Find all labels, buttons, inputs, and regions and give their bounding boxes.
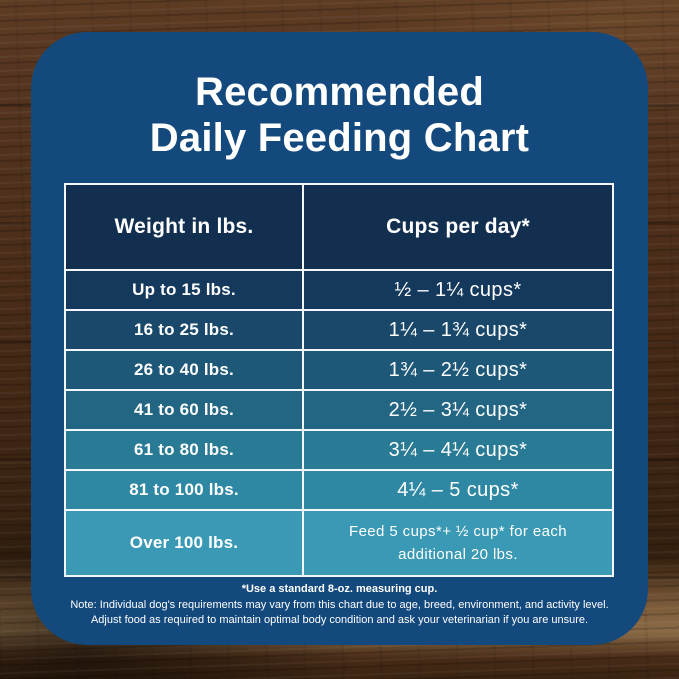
title-line-2: Daily Feeding Chart bbox=[149, 116, 530, 161]
footnote-measuring-cup: *Use a standard 8-oz. measuring cup. bbox=[241, 583, 438, 595]
table-row-4-cups: 2½ – 3¼ cups* bbox=[304, 391, 612, 429]
table-row-2-weight: 16 to 25 lbs. bbox=[66, 311, 302, 349]
table-row-6-weight: 81 to 100 lbs. bbox=[66, 471, 302, 509]
title-line-1: Recommended bbox=[195, 70, 484, 114]
table-row-7-weight: Over 100 lbs. bbox=[66, 511, 302, 575]
table-row-2-cups: 1¼ – 1¾ cups* bbox=[304, 311, 612, 349]
footnotes: *Use a standard 8-oz. measuring cup. Not… bbox=[31, 583, 648, 627]
feeding-table: Weight in lbs. Cups per day* Up to 15 lb… bbox=[64, 183, 614, 577]
table-row-5-weight: 61 to 80 lbs. bbox=[66, 431, 302, 469]
table-row-1-cups: ½ – 1¼ cups* bbox=[304, 271, 612, 309]
table-row-4-weight: 41 to 60 lbs. bbox=[66, 391, 302, 429]
footnote-adjust-line: Adjust food as required to maintain opti… bbox=[90, 613, 589, 626]
table-row-3-weight: 26 to 40 lbs. bbox=[66, 351, 302, 389]
table-row-6-cups: 4¼ – 5 cups* bbox=[304, 471, 612, 509]
table-row-7-cups: Feed 5 cups*+ ½ cup* for each additional… bbox=[304, 511, 612, 575]
table-row-1-weight: Up to 15 lbs. bbox=[66, 271, 302, 309]
table-row-5-cups: 3¼ – 4¼ cups* bbox=[304, 431, 612, 469]
column-header-weight: Weight in lbs. bbox=[66, 185, 302, 269]
table-row-3-cups: 1¾ – 2½ cups* bbox=[304, 351, 612, 389]
feeding-chart-card: Recommended Daily Feeding Chart Weight i… bbox=[31, 32, 648, 645]
page-title: Recommended Daily Feeding Chart bbox=[31, 32, 648, 162]
footnote-note-line: Note: Individual dog's requirements may … bbox=[70, 599, 609, 611]
column-header-cups: Cups per day* bbox=[304, 185, 612, 269]
